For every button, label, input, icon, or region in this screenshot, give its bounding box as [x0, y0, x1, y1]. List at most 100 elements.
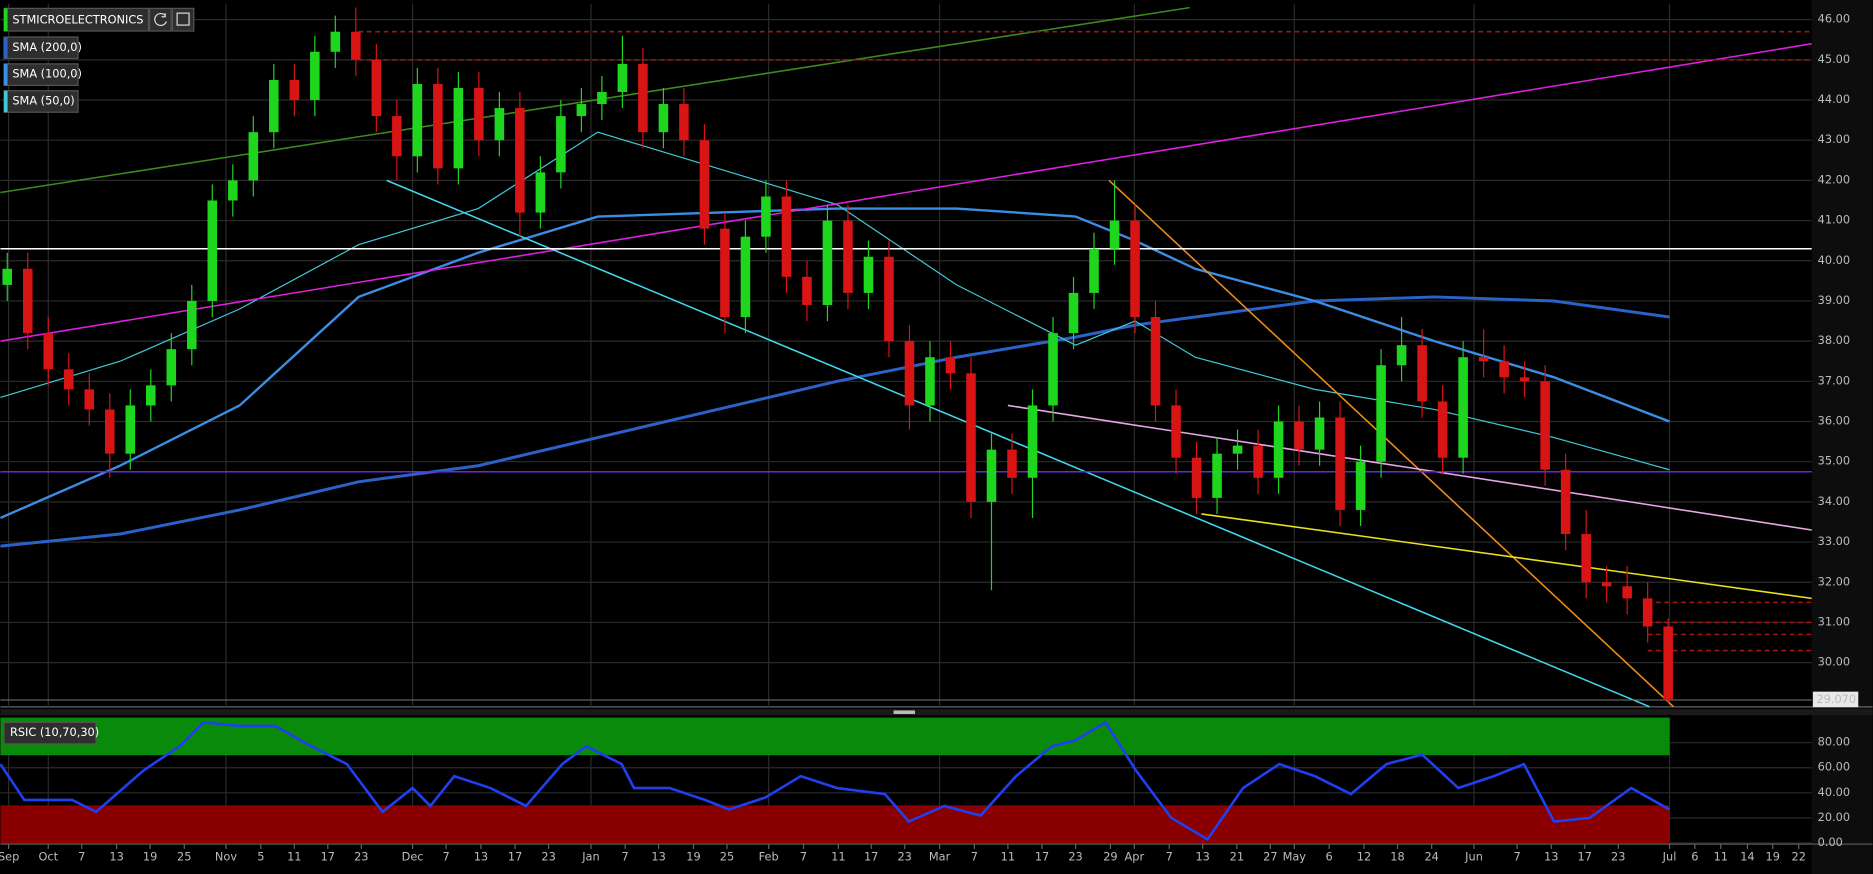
- x-tick-label: 23: [1611, 849, 1625, 863]
- x-tick-label: 7: [800, 849, 807, 863]
- candle-body: [1663, 626, 1673, 701]
- candle-body: [904, 341, 915, 406]
- x-tick-label: Apr: [1125, 849, 1145, 863]
- candle-body: [433, 83, 443, 169]
- candle-body: [1581, 534, 1591, 583]
- y-tick-label: 34.00: [1818, 494, 1850, 508]
- x-tick-label: 7: [1513, 849, 1520, 863]
- candle-body: [392, 116, 402, 157]
- candle-body: [1150, 317, 1161, 406]
- x-tick-label: 7: [1166, 849, 1173, 863]
- x-tick-label: 13: [1195, 849, 1209, 863]
- candle-body: [1027, 405, 1038, 478]
- x-tick-label: 23: [541, 849, 555, 863]
- candle-body: [679, 104, 689, 141]
- candle-body: [474, 87, 484, 141]
- candle-body: [1007, 449, 1017, 478]
- x-tick-label: 17: [321, 849, 335, 863]
- x-tick-label: 29: [1103, 849, 1117, 863]
- candle-body: [617, 63, 628, 92]
- candle-body: [925, 357, 935, 406]
- candle-body: [1109, 220, 1120, 249]
- rsi-zones: [0, 717, 1670, 843]
- x-tick-label: 11: [1001, 849, 1015, 863]
- candle-body: [494, 108, 505, 141]
- candle-body: [1540, 381, 1550, 470]
- candle-body: [945, 357, 956, 374]
- x-tick-label: 12: [1357, 849, 1371, 863]
- trend-line: [0, 43, 1812, 342]
- y-tick-label: 0.00: [1818, 835, 1843, 849]
- x-tick-label: Feb: [759, 849, 779, 863]
- x-tick-label: Oct: [38, 849, 58, 863]
- candle-body: [986, 449, 997, 502]
- grid: [0, 3, 1812, 849]
- x-tick-label: 11: [287, 849, 301, 863]
- x-tick-label: 25: [177, 849, 191, 863]
- y-tick-label: 80.00: [1818, 735, 1850, 749]
- x-tick-label: Nov: [215, 849, 237, 863]
- candle-body: [1171, 405, 1181, 458]
- x-tick-label: 23: [897, 849, 911, 863]
- candle-body: [351, 31, 361, 60]
- trend-line: [1108, 179, 1675, 708]
- legend-title: STMICROELECTRONICS: [12, 12, 143, 26]
- panel-splitter[interactable]: [0, 709, 1873, 716]
- candle-body: [1212, 453, 1222, 498]
- candle-body: [1355, 461, 1366, 510]
- candle-body: [22, 268, 33, 334]
- candle-body: [802, 276, 812, 305]
- y-tick-label: 33.00: [1818, 534, 1850, 548]
- candle-body: [1622, 586, 1632, 599]
- legend: STMICROELECTRONICS SMA (200,0) SMA (100,0…: [3, 7, 195, 745]
- calendar-button[interactable]: [171, 7, 195, 32]
- candle-body: [515, 108, 525, 213]
- x-tick-label: Jun: [1464, 849, 1483, 863]
- candle-body: [658, 104, 669, 133]
- candle-body: [2, 268, 13, 285]
- x-tick-label: 17: [1578, 849, 1592, 863]
- y-tick-label: 30.00: [1818, 655, 1850, 669]
- x-tick-label: 7: [78, 849, 85, 863]
- x-tick-label: 23: [1068, 849, 1082, 863]
- rsi-zone: [0, 805, 1670, 843]
- legend-swatch: [3, 37, 8, 59]
- candle-body: [843, 220, 853, 293]
- candle-body: [330, 31, 341, 52]
- trend-line: [1007, 404, 1812, 531]
- candle-body: [1519, 377, 1530, 382]
- candle-body: [1376, 365, 1386, 462]
- y-tick-label: 32.00: [1818, 574, 1850, 588]
- y-tick-label: 46.00: [1818, 12, 1850, 26]
- refresh-button[interactable]: [149, 7, 172, 32]
- x-tick-label: 17: [1035, 849, 1049, 863]
- x-tick-label: 25: [720, 849, 734, 863]
- x-tick-label: 11: [1714, 849, 1728, 863]
- candle-body: [1499, 361, 1509, 378]
- x-tick-label: 5: [257, 849, 264, 863]
- last-price-label: 29.070: [1816, 692, 1856, 706]
- candle-body: [781, 196, 792, 277]
- candle-body: [1335, 417, 1345, 510]
- candle-body: [1396, 345, 1407, 366]
- candle-body: [1478, 357, 1489, 362]
- candle-body: [1458, 357, 1468, 458]
- legend-items: SMA (200,0) SMA (100,0) SMA (50,0): [3, 36, 82, 113]
- legend-box[interactable]: [3, 721, 97, 745]
- x-tick-label: 19: [686, 849, 700, 863]
- splitter-grip[interactable]: [893, 710, 916, 715]
- y-tick-label: 43.00: [1818, 132, 1850, 146]
- y-tick-label: 41.00: [1818, 213, 1850, 227]
- x-tick-label: 17: [864, 849, 878, 863]
- candle-body: [269, 79, 279, 133]
- candle-body: [1068, 292, 1079, 334]
- x-tick-label: 17: [508, 849, 522, 863]
- rsi-zone: [0, 717, 1670, 756]
- y-tick-label: 35.00: [1818, 454, 1850, 468]
- candle-body: [1273, 421, 1284, 478]
- x-tick-label: 22: [1791, 849, 1805, 863]
- candle-body: [1191, 457, 1202, 498]
- candle-body: [412, 83, 423, 157]
- x-tick-label: May: [1283, 849, 1307, 863]
